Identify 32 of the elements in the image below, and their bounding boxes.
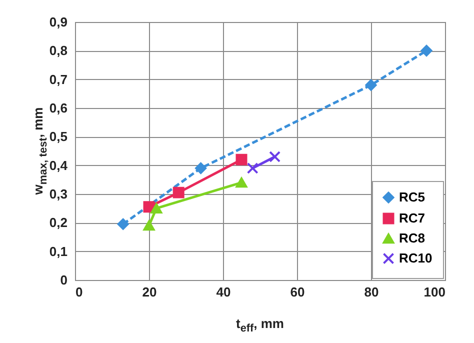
point — [420, 44, 432, 56]
point — [236, 154, 248, 166]
point — [246, 162, 258, 174]
x-tick-label: 20 — [142, 284, 157, 300]
point — [172, 186, 184, 198]
y-tick-label: 0,9 — [49, 14, 68, 30]
legend-label: RC10 — [399, 250, 432, 266]
legend-label: RC7 — [399, 210, 426, 226]
x-axis-title: t$_{eff}$, mm — [236, 316, 284, 335]
point — [365, 79, 377, 91]
y-tick-label: 0,1 — [49, 244, 68, 259]
x-tick-label: 60 — [290, 284, 305, 300]
point — [150, 203, 162, 214]
point — [195, 162, 207, 174]
x-tick-label: 0 — [76, 284, 83, 300]
y-tick-label: 0,3 — [49, 186, 68, 202]
y-tick-label: 0,5 — [49, 129, 68, 144]
point — [236, 177, 248, 188]
legend-label: RC5 — [399, 190, 426, 204]
y-tick-label: 0,8 — [49, 43, 68, 58]
point — [117, 218, 129, 230]
legend-label: RC8 — [399, 230, 426, 246]
y-tick-label: 0 — [60, 272, 68, 288]
x-tick-label: 40 — [216, 284, 231, 300]
point — [143, 220, 155, 231]
y-tick-label: 0,2 — [49, 215, 68, 230]
y-tick-label: 0,6 — [49, 100, 68, 116]
x-tick-label: 100 — [424, 284, 446, 300]
y-tick-label: 0,4 — [49, 158, 68, 173]
point — [269, 150, 281, 162]
x-tick-label: 80 — [364, 284, 379, 300]
y-tick-label: 0,7 — [49, 72, 68, 87]
